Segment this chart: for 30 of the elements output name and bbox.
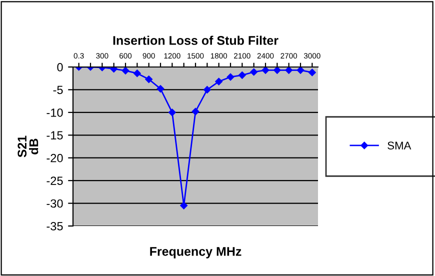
y-tick-label: 0 [57,63,63,72]
point [192,108,200,116]
point [168,108,176,116]
y-tick-label: -35 [46,222,63,230]
point [215,78,222,86]
y-tick-label: -5 [53,86,63,94]
point [226,73,234,81]
point [285,67,292,74]
point [308,68,316,76]
x-axis-title: Frequency MHz [150,247,242,258]
y-tick-label: -20 [46,154,63,162]
legend-label: SMA [388,142,412,150]
point [156,85,164,92]
point [122,67,130,74]
point [180,202,188,210]
y-tick-label: -10 [46,108,63,117]
point [204,86,211,94]
chart-title: Insertion Loss of Stub Filter [113,36,278,45]
point [250,68,258,76]
point [134,70,141,77]
y-axis-title: S21 dB [18,136,38,158]
point [238,72,246,79]
point [145,76,152,83]
point [262,67,270,74]
y-tick-label: -30 [46,199,63,208]
y-tick-label: -25 [46,176,63,185]
point [110,67,118,72]
point [274,67,281,74]
point [296,67,304,74]
y-tick-label: -15 [46,131,63,140]
